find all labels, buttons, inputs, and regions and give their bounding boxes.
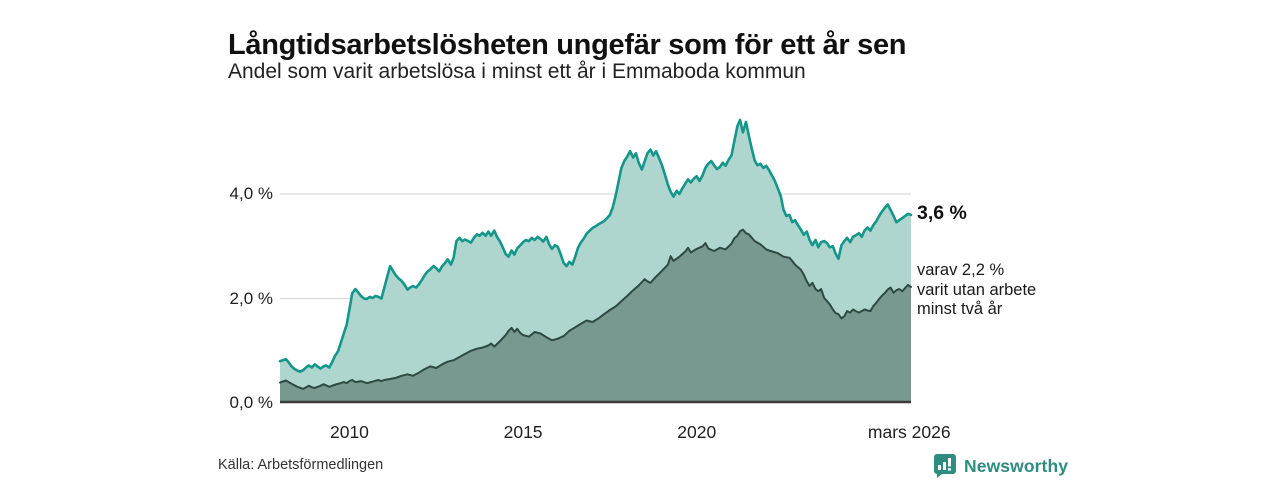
source-attribution: Källa: Arbetsförmedlingen — [218, 457, 384, 473]
series-line-unemployed-2yr — [279, 228, 912, 390]
y-tick-label: 4,0 % — [229, 184, 273, 204]
page-title: Långtidsarbetslösheten ungefär som för e… — [228, 29, 907, 62]
x-tick-label: mars 2026 — [867, 422, 951, 442]
breakdown-annotation: varav 2,2 % varit utan arbete minst två … — [917, 261, 1036, 320]
chart-subtitle: Andel som varit arbetslösa i minst ett å… — [228, 60, 806, 83]
latest-value-label: 3,6 % — [917, 202, 967, 224]
series-line-unemployed-1yr — [278, 118, 913, 373]
series-area-unemployed-2yr — [280, 229, 911, 403]
newsworthy-logo-text: Newsworthy — [964, 455, 1069, 476]
x-tick-label: 2010 — [329, 422, 369, 442]
x-tick-label: 2020 — [677, 422, 717, 442]
y-tick-label: 2,0 % — [229, 288, 273, 308]
breakdown-line-2: varit utan arbete — [917, 280, 1037, 299]
y-tick-label: 0,0 % — [229, 393, 273, 412]
breakdown-line-3: minst två år — [917, 300, 1003, 318]
x-tick-label: 2015 — [503, 422, 543, 442]
newsworthy-logo[interactable]: Newsworthy — [933, 453, 1068, 479]
bar-chart-bubble-icon — [933, 453, 957, 479]
area-chart-plot — [278, 118, 913, 404]
breakdown-line-1: varav 2,2 % — [917, 261, 1005, 279]
